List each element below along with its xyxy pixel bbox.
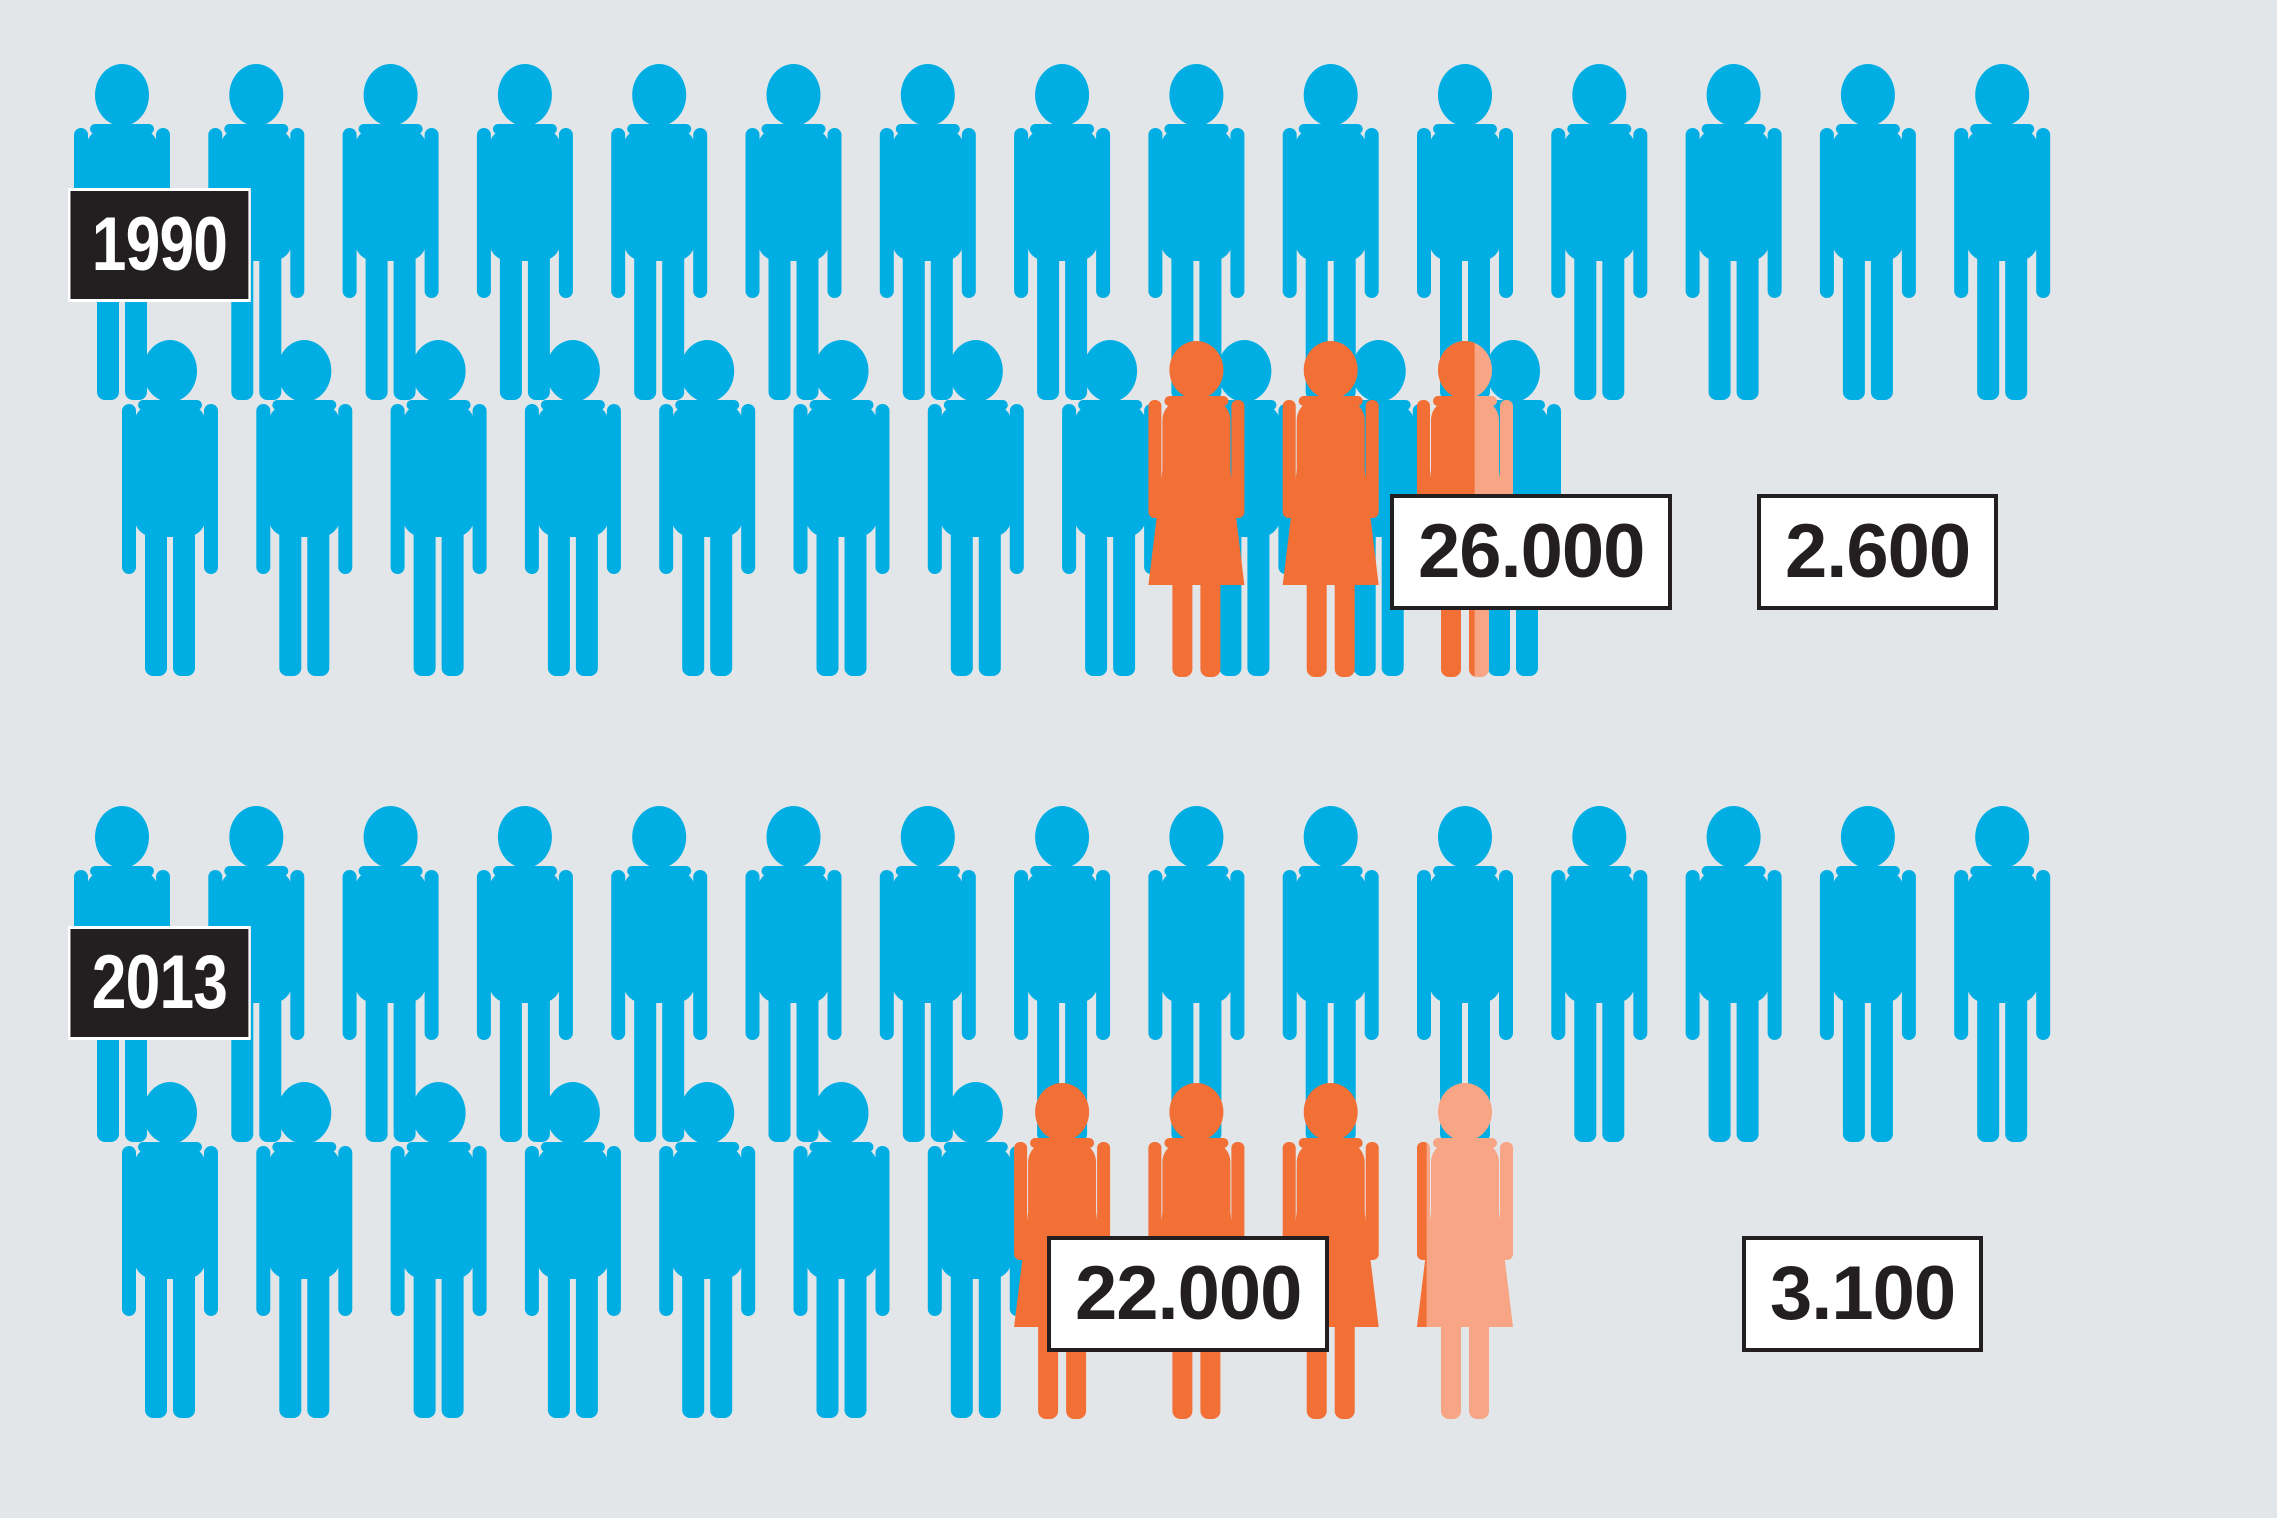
year-badge-1990: 1990 — [68, 188, 251, 302]
man-figure-icon — [390, 1082, 487, 1418]
man-figure-icon — [1954, 64, 2051, 400]
man-figure-icon — [1954, 806, 2051, 1142]
woman-figure-icon — [1282, 341, 1379, 677]
man-figure-icon — [122, 340, 218, 676]
man-figure-icon — [745, 806, 842, 1142]
man-figure-icon — [1551, 64, 1648, 400]
woman-figure-icon — [1148, 341, 1245, 677]
man-figure-icon — [793, 340, 890, 676]
man-figure-icon — [342, 806, 439, 1142]
man-figure-icon — [659, 340, 756, 676]
year-badge-2013: 2013 — [68, 926, 251, 1040]
man-figure-icon — [476, 806, 573, 1142]
man-figure-icon — [524, 340, 621, 676]
man-figure-icon — [611, 64, 708, 400]
man-figure-icon — [1819, 64, 1916, 400]
man-figure-icon — [1685, 806, 1782, 1142]
man-figure-icon — [611, 806, 708, 1142]
man-figure-icon — [1551, 806, 1648, 1142]
man-figure-icon — [1282, 64, 1379, 400]
man-figure-icon — [256, 1082, 353, 1418]
man-figure-icon — [793, 1082, 890, 1418]
man-figure-icon — [122, 1082, 218, 1418]
men-count-label-1990: 26.000 — [1390, 494, 1673, 610]
women-count-label-2013: 3.100 — [1742, 1236, 1984, 1352]
man-figure-icon — [524, 1082, 621, 1418]
man-figure-icon — [1014, 64, 1111, 400]
man-figure-icon — [879, 806, 976, 1142]
man-figure-icon — [1062, 340, 1159, 676]
man-figure-icon — [476, 64, 573, 400]
man-figure-icon — [745, 64, 842, 400]
man-figure-icon — [342, 64, 439, 400]
man-figure-icon — [879, 64, 976, 400]
man-figure-icon — [1685, 64, 1782, 400]
woman-figure-icon — [1417, 1083, 1513, 1419]
men-count-label-2013: 22.000 — [1047, 1236, 1330, 1352]
man-figure-icon — [927, 1082, 1024, 1418]
man-figure-icon — [390, 340, 487, 676]
man-figure-icon — [659, 1082, 756, 1418]
man-figure-icon — [1417, 64, 1513, 400]
man-figure-icon — [256, 340, 353, 676]
man-figure-icon — [1282, 806, 1379, 1142]
man-figure-icon — [927, 340, 1024, 676]
women-count-label-1990: 2.600 — [1757, 494, 1999, 610]
man-figure-icon — [1819, 806, 1916, 1142]
